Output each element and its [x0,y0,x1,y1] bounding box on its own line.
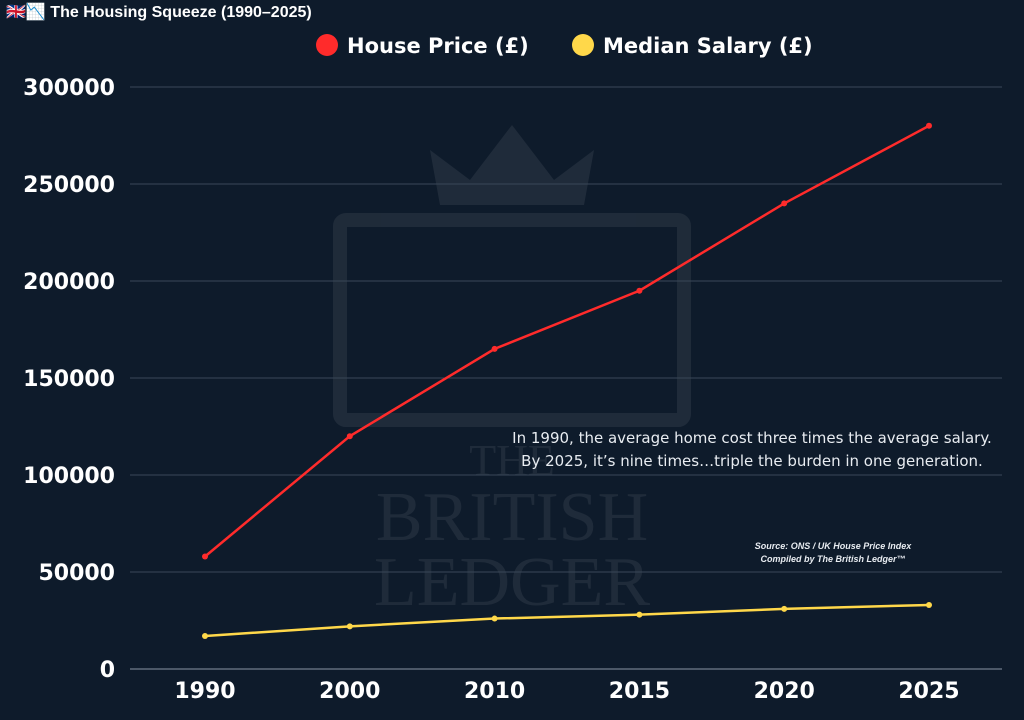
data-point [781,605,788,612]
y-tick-label: 0 [100,658,115,683]
y-tick-label: 150000 [23,367,115,392]
chart-decreasing-icon: 📉 [25,4,46,21]
x-tick-label: 2015 [609,679,670,704]
uk-flag-icon: 🇬🇧 [6,4,26,21]
data-point [781,200,788,207]
legend-marker [316,34,338,56]
legend-label: House Price (£) [347,34,529,58]
data-point [491,615,498,622]
x-tick-label: 2025 [898,679,959,704]
data-point [202,633,208,640]
x-tick-label: 2020 [754,679,815,704]
chart-title-text: The Housing Squeeze (1990–2025) [50,4,312,21]
y-tick-label: 250000 [23,173,115,198]
data-point [202,553,208,560]
x-tick-label: 2000 [319,679,380,704]
book-icon [333,213,691,427]
y-tick-label: 50000 [38,561,115,586]
annotation-line-1: In 1990, the average home cost three tim… [512,429,992,447]
data-point [926,122,932,129]
data-point [926,601,932,608]
data-point [636,611,643,618]
x-tick-label: 2010 [464,679,525,704]
y-tick-label: 200000 [23,270,115,295]
legend-marker [572,34,594,56]
watermark-logo: THE BRITISH LEDGER [333,125,691,621]
data-point [491,345,498,352]
watermark-line-1: THE [469,436,555,485]
y-tick-label: 100000 [23,464,115,489]
annotation-line-2: By 2025, it’s nine times…triple the burd… [521,452,983,470]
series-line-1 [204,603,930,638]
legend-label: Median Salary (£) [603,34,813,58]
watermark-line-2: BRITISH [376,479,648,556]
x-tick-label: 1990 [174,679,235,704]
y-tick-label: 300000 [23,76,115,101]
chart-title: 🇬🇧📉 The Housing Squeeze (1990–2025) [6,2,312,22]
source-line-2: Compiled by The British Ledger™ [760,554,905,564]
source-line-1: Source: ONS / UK House Price Index [755,541,913,551]
watermark-line-3: LEDGER [374,544,650,621]
data-point [346,623,353,630]
series-line-0 [204,124,930,558]
data-point [346,433,353,440]
crown-icon [430,125,594,205]
data-point [636,287,643,294]
